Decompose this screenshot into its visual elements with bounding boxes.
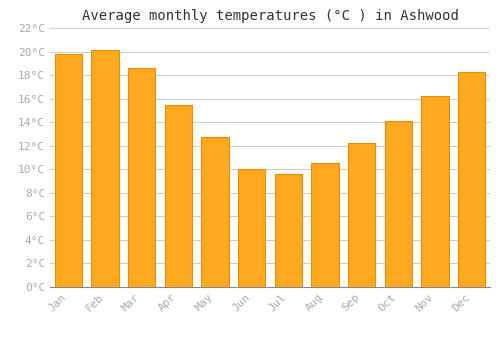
Bar: [201, 138, 229, 287]
Bar: [128, 68, 156, 287]
Bar: [384, 121, 412, 287]
Bar: [164, 105, 192, 287]
Bar: [421, 96, 448, 287]
Bar: [348, 144, 376, 287]
Bar: [238, 169, 266, 287]
Bar: [311, 163, 339, 287]
Bar: [274, 174, 302, 287]
Title: Average monthly temperatures (°C ) in Ashwood: Average monthly temperatures (°C ) in As…: [82, 9, 458, 23]
Bar: [91, 50, 119, 287]
Bar: [54, 54, 82, 287]
Bar: [458, 71, 485, 287]
